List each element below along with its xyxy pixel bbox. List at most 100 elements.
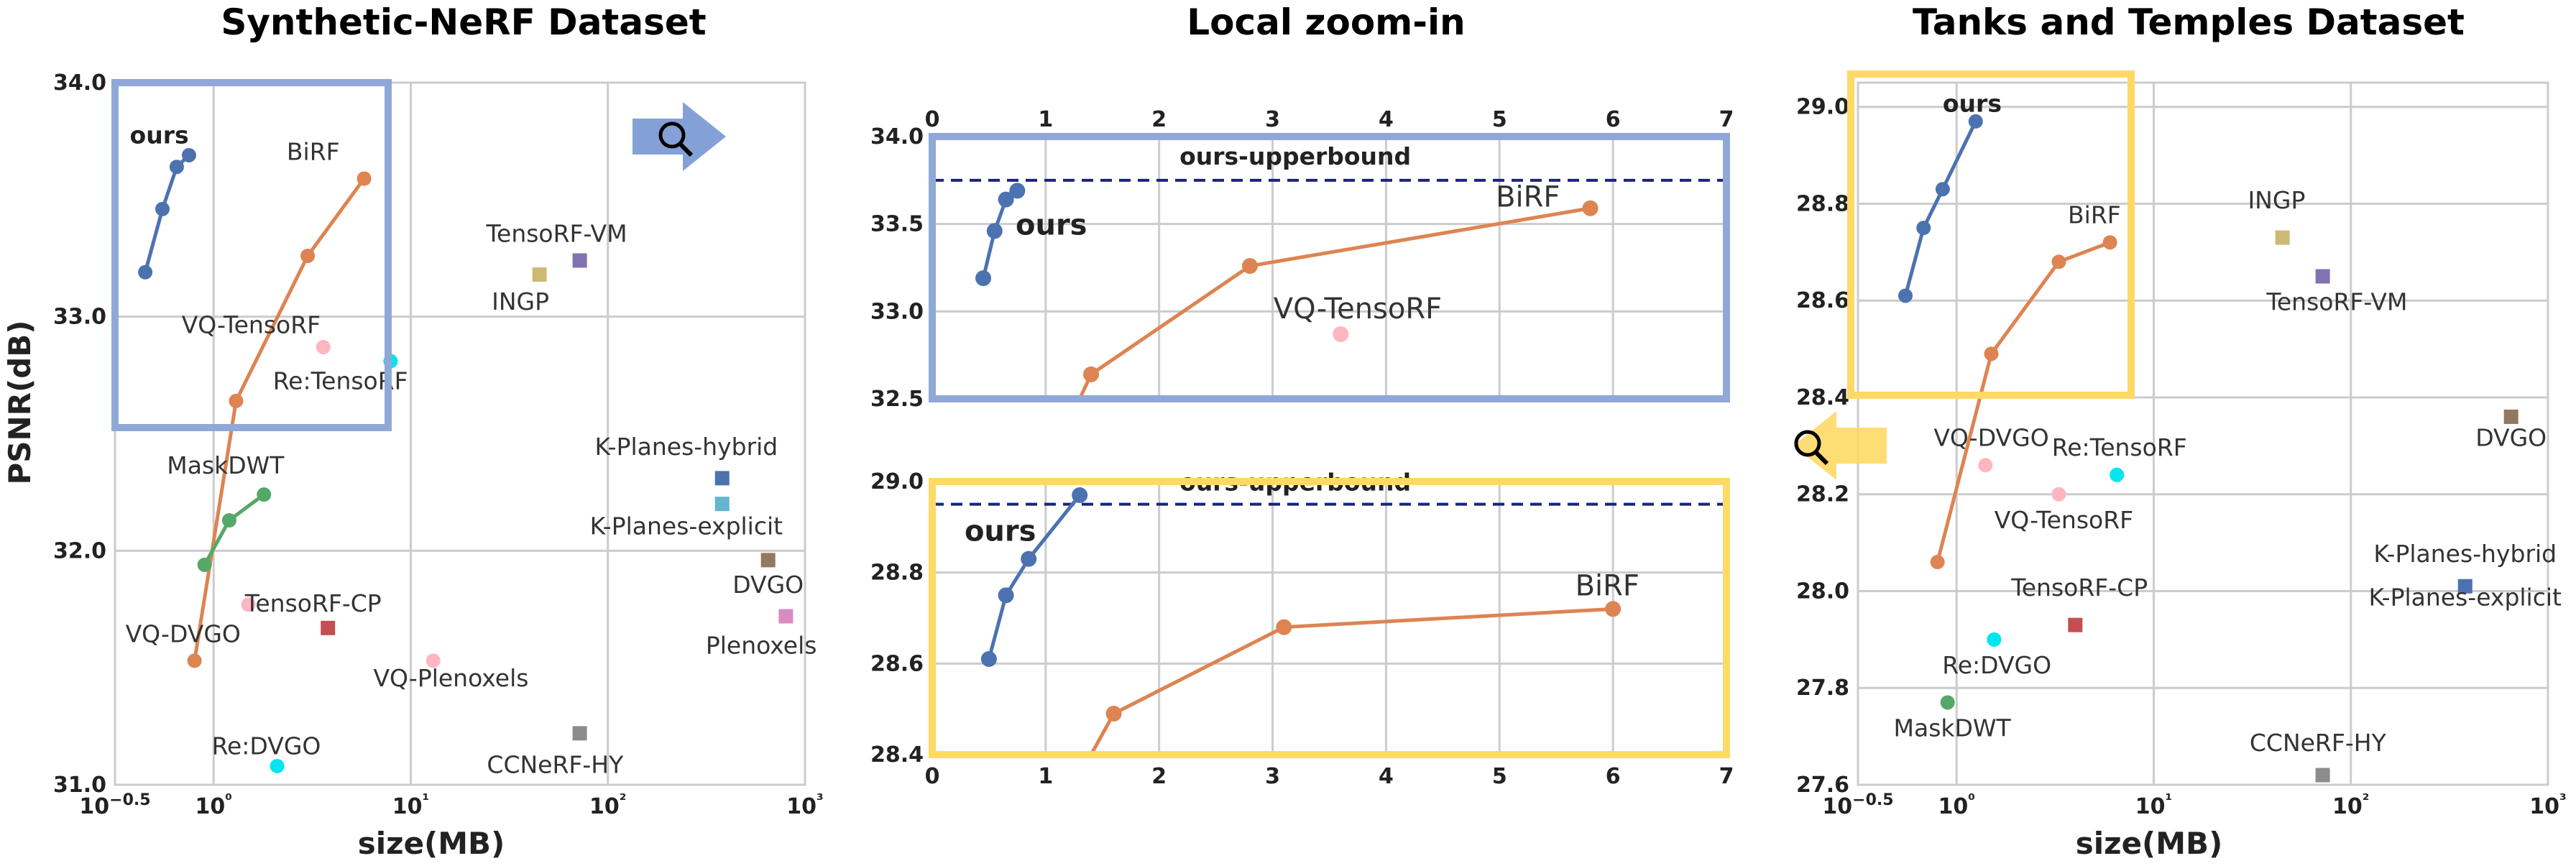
x-tick-label: 3 (1265, 107, 1280, 132)
y-tick-label: 31.0 (53, 773, 106, 798)
label-re-dvgo: Re:DVGO (212, 732, 321, 760)
y-tick-label: 28.0 (1796, 579, 1849, 604)
point-vq-plenoxels (426, 653, 441, 668)
magnifier-handle (1813, 450, 1829, 466)
point-vq-tensorf (1333, 326, 1349, 342)
point-vq-tensorf (316, 340, 331, 355)
series-point-birf (2051, 254, 2066, 270)
y-tick-label: 28.8 (1796, 191, 1849, 216)
x-tick-label: 1 (1038, 107, 1053, 132)
label-vq-tensorf: VQ-TensoRF (182, 310, 321, 338)
series-point-ours (1021, 551, 1037, 567)
x-tick-label: 10¹ (2135, 791, 2172, 819)
label-plenoxels: Plenoxels (706, 632, 817, 660)
zoom-box-synthetic (111, 79, 392, 431)
y-tick-label: 28.8 (870, 561, 924, 586)
series-point-ours (975, 270, 992, 287)
point-tensorf-cp (241, 597, 256, 612)
y-tick-label: 33.0 (870, 299, 924, 324)
label-vq-dvgo: VQ-DVGO (1933, 423, 2048, 451)
label-vq-dvgo: VQ-DVGO (126, 619, 241, 648)
arrow-shape (632, 102, 726, 171)
chart-synthetic: 10−0.5 10⁰ 10¹ 10² 10³31.032.033.034.0oursBi… (53, 70, 824, 819)
x-tick-label: 5 (1492, 107, 1507, 132)
series-line-ours (1903, 120, 1978, 297)
label-k-planes-hybrid: K-Planes-hybrid (2373, 540, 2557, 568)
point-re-tensorf (2110, 467, 2125, 482)
series-point-ours (1009, 183, 1026, 199)
label-maskdwt: MaskDWT (167, 451, 285, 479)
point-ingp (532, 267, 547, 282)
point-vq-tensorf (2051, 487, 2066, 502)
x-tick-label: 2 (1151, 107, 1167, 132)
y-tick-label: 34.0 (53, 70, 106, 96)
y-tick-label: 33.5 (870, 212, 924, 237)
zoom-decorations (111, 70, 2135, 480)
x-tick-label: 7 (1719, 107, 1734, 132)
chart-tanks: 10−0.5 10⁰ 10¹ 10² 10³27.627.828.028.228.428… (1796, 81, 2567, 819)
x-tick-label: 10⁰ (196, 791, 232, 819)
series-point-birf (1984, 346, 1999, 361)
y-tick-label: 28.6 (1796, 288, 1849, 313)
label-vq-tensorf: VQ-TensoRF (1995, 506, 2133, 534)
x-tick-label: 4 (1379, 764, 1394, 789)
series-point-birf (187, 653, 202, 668)
y-tick-label: 33.0 (53, 305, 106, 330)
series-point-ours (138, 264, 153, 280)
x-tick-label: 6 (1606, 764, 1621, 789)
label-birf: BiRF (1496, 180, 1560, 213)
series-point-maskdwt (197, 557, 212, 572)
point-maskdwt (1940, 695, 1955, 710)
ylabel-synthetic: PSNR(dB) (2, 321, 37, 485)
label-ours: ours (1943, 89, 2002, 117)
series-point-ours (986, 223, 1003, 239)
label-ccnerf-hy: CCNeRF-HY (487, 751, 624, 779)
point-k-planes-explicit (714, 497, 730, 512)
series-point-ours (1916, 221, 1931, 236)
label-tensorf-cp: TensoRF-CP (2010, 574, 2148, 602)
magnifier-arrow-right-icon (632, 102, 726, 171)
title-zoom: Local zoom-in (1187, 1, 1466, 43)
x-tick-label: 10⁰ (1938, 791, 1975, 819)
label-ours: ours (130, 121, 189, 149)
y-tick-label: 34.0 (870, 124, 924, 149)
point-vq-dvgo (321, 620, 336, 635)
series-point-birf (229, 393, 244, 408)
y-tick-label: 29.0 (870, 469, 924, 494)
label-ingp: INGP (2248, 186, 2305, 214)
title-synthetic: Synthetic-NeRF Dataset (221, 1, 706, 43)
y-tick-label: 27.8 (1796, 676, 1849, 701)
y-tick-label: 29.0 (1796, 95, 1849, 120)
point-re-dvgo (270, 758, 285, 773)
y-tick-label: 32.0 (53, 538, 106, 563)
arrow-shape (1793, 411, 1887, 480)
y-tick-label: 28.4 (870, 742, 924, 768)
label-ours: ours (1016, 208, 1087, 241)
y-tick-label: 28.4 (1796, 385, 1849, 410)
x-tick-label: 0 (925, 764, 940, 789)
x-tick-label: 4 (1379, 107, 1394, 132)
label-dvgo: DVGO (732, 571, 804, 599)
chart-zoom: 0 1 2 3 4 5 6 7 32.5 33.0 33.5 34.0 ours-upperbound o… (870, 107, 1734, 789)
series-point-birf (300, 248, 316, 263)
series-line-birf (1077, 206, 1591, 400)
series-line-ours (987, 494, 1082, 660)
xlabel-tanks: size(MB) (2076, 826, 2223, 861)
x-tick-label: 6 (1606, 107, 1621, 132)
series-point-ours (181, 147, 196, 162)
label-k-planes-explicit: K-Planes-explicit (590, 512, 783, 540)
series-point-birf (1582, 200, 1598, 216)
point-dvgo (2503, 409, 2518, 424)
series-point-ours (1968, 114, 1983, 129)
series-point-birf (1605, 601, 1622, 617)
x-tick-label: 10¹ (392, 791, 429, 819)
y-tick-label: 27.6 (1796, 773, 1849, 798)
series-point-birf (1105, 706, 1122, 722)
label-re-tensorf: Re:TensoRF (2052, 433, 2187, 461)
label-re-dvgo: Re:DVGO (1942, 651, 2051, 679)
point-k-planes-hybrid (2457, 579, 2472, 594)
label-tensorf-vm: TensoRF-VM (2266, 288, 2407, 316)
title-tanks: Tanks and Temples Dataset (1913, 1, 2465, 43)
point-ccnerf-hy (572, 726, 587, 741)
zoom-frame (929, 133, 1730, 402)
